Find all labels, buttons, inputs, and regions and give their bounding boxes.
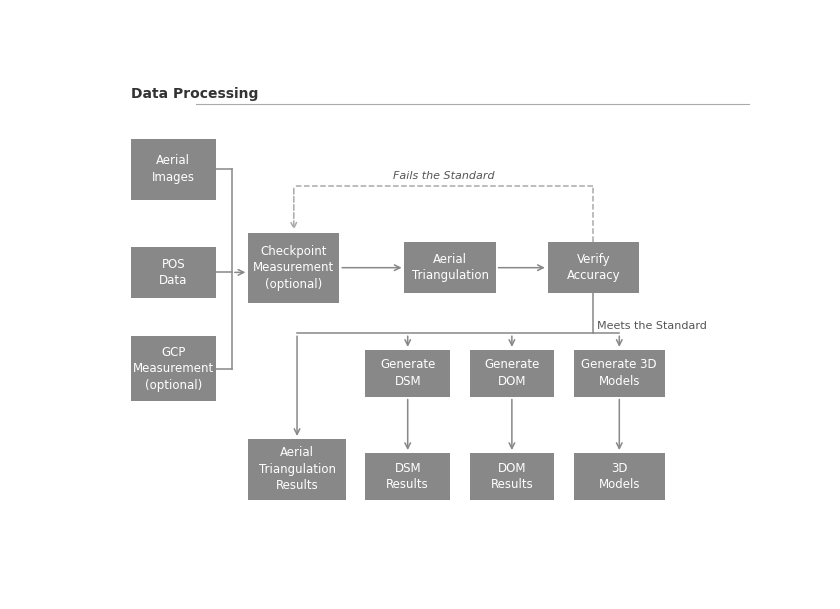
FancyBboxPatch shape: [365, 453, 450, 500]
FancyBboxPatch shape: [574, 453, 665, 500]
FancyBboxPatch shape: [249, 233, 339, 303]
Text: Aerial
Triangulation
Results: Aerial Triangulation Results: [259, 446, 335, 492]
FancyBboxPatch shape: [405, 242, 496, 294]
FancyBboxPatch shape: [249, 439, 346, 500]
Text: Verify
Accuracy: Verify Accuracy: [566, 253, 620, 283]
FancyBboxPatch shape: [470, 453, 554, 500]
FancyBboxPatch shape: [574, 350, 665, 396]
Text: Meets the Standard: Meets the Standard: [596, 320, 706, 331]
Text: Checkpoint
Measurement
(optional): Checkpoint Measurement (optional): [253, 245, 334, 290]
Text: Generate 3D
Models: Generate 3D Models: [581, 359, 657, 388]
Text: GCP
Measurement
(optional): GCP Measurement (optional): [133, 345, 214, 392]
FancyBboxPatch shape: [548, 242, 639, 294]
Text: Fails the Standard: Fails the Standard: [393, 171, 494, 181]
Text: DOM
Results: DOM Results: [491, 462, 533, 491]
Text: POS
Data: POS Data: [159, 258, 187, 287]
Text: Aerial
Images: Aerial Images: [152, 155, 195, 184]
Text: Aerial
Triangulation: Aerial Triangulation: [412, 253, 489, 283]
FancyBboxPatch shape: [131, 139, 216, 200]
FancyBboxPatch shape: [131, 336, 216, 401]
Text: DSM
Results: DSM Results: [386, 462, 429, 491]
Text: 3D
Models: 3D Models: [599, 462, 640, 491]
Text: Generate
DOM: Generate DOM: [484, 359, 539, 388]
Text: Generate
DSM: Generate DSM: [380, 359, 435, 388]
FancyBboxPatch shape: [365, 350, 450, 396]
FancyBboxPatch shape: [131, 247, 216, 298]
Text: Data Processing: Data Processing: [131, 87, 259, 101]
FancyBboxPatch shape: [470, 350, 554, 396]
